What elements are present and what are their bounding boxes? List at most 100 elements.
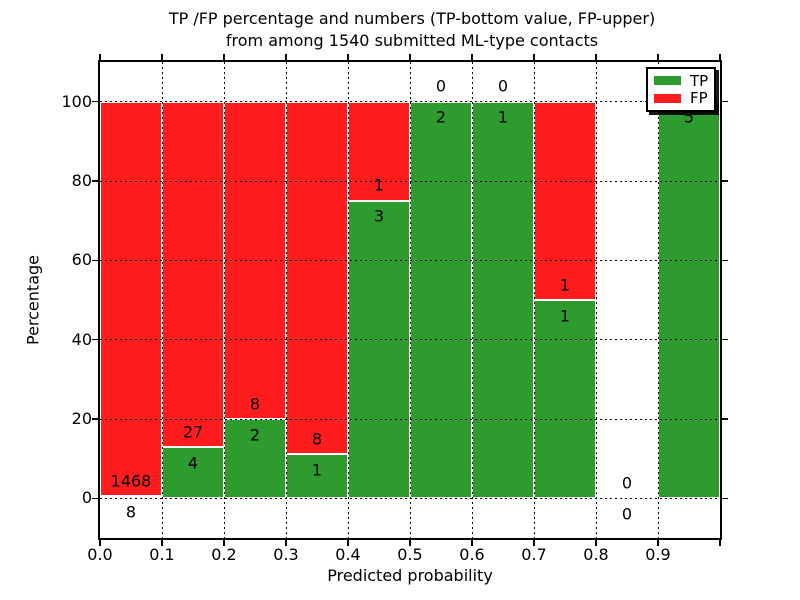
x-tick-mark bbox=[595, 540, 597, 546]
x-tick-mark bbox=[657, 540, 659, 546]
plot-area: TP FP 0.0 0.1 0.2 0.3 0.4 0.5 0.6 0.7 0.8 0.9 0 20 40… bbox=[61, 54, 728, 564]
bar-segment-fp bbox=[162, 101, 224, 448]
gridline-y bbox=[100, 101, 720, 103]
y-tick-mark bbox=[92, 259, 98, 262]
x-tick-label: 0.5 bbox=[397, 545, 423, 564]
y-tick-label: 80 bbox=[71, 171, 92, 190]
x-tick-label: 0.3 bbox=[273, 545, 299, 564]
gridline-x bbox=[409, 62, 411, 538]
annotation-fp-count: 0 bbox=[435, 76, 447, 96]
legend-swatch-fp bbox=[654, 93, 681, 103]
x-tick-mark-top bbox=[347, 54, 349, 60]
y-tick-mark bbox=[92, 418, 98, 420]
x-tick-label: 0.4 bbox=[335, 545, 361, 564]
x-axis-label: Predicted probability bbox=[327, 566, 493, 585]
bar-segment-fp bbox=[348, 101, 410, 201]
gridline-x bbox=[223, 62, 225, 538]
gridline-x bbox=[533, 62, 535, 538]
x-tick-mark-top bbox=[719, 54, 721, 60]
y-tick-mark-right bbox=[722, 100, 728, 103]
x-tick-label: 0.7 bbox=[521, 545, 547, 564]
gridline-x bbox=[471, 62, 473, 538]
x-tick-mark bbox=[347, 540, 349, 546]
legend-swatch-tp bbox=[654, 76, 681, 86]
y-tick-mark bbox=[92, 338, 98, 341]
bar-segment-tp bbox=[286, 454, 348, 499]
annotation-fp-count: 27 bbox=[182, 422, 204, 442]
annotation-tp-count: 3 bbox=[373, 206, 385, 226]
y-tick-label: 20 bbox=[71, 409, 92, 428]
gridline-x bbox=[347, 62, 349, 538]
bar-segment-fp bbox=[100, 101, 162, 497]
x-tick-label: 0.1 bbox=[149, 545, 175, 564]
annotation-tp-count: 2 bbox=[249, 425, 261, 444]
x-tick-mark-top bbox=[471, 54, 473, 60]
bar-segment-fp bbox=[286, 101, 348, 455]
x-tick-mark bbox=[533, 540, 535, 546]
x-tick-mark-top bbox=[161, 54, 163, 60]
annotation-tp-count: 5 bbox=[683, 107, 695, 127]
legend-entry-tp: TP bbox=[654, 73, 708, 89]
annotation-fp-count: 8 bbox=[249, 394, 261, 413]
gridline-x bbox=[595, 62, 597, 538]
gridline-x bbox=[657, 62, 659, 538]
bar-segment-tp bbox=[348, 200, 410, 499]
legend-label-tp: TP bbox=[690, 71, 709, 90]
annotation-fp-count: 0 bbox=[497, 76, 509, 96]
bar-segment-tp bbox=[224, 419, 286, 499]
x-tick-mark-top bbox=[285, 54, 287, 60]
annotation-tp-count: 1 bbox=[311, 460, 323, 480]
x-tick-mark bbox=[409, 540, 411, 546]
x-tick-mark bbox=[99, 540, 101, 546]
y-tick-mark bbox=[92, 497, 98, 500]
annotation-fp-count: 8 bbox=[311, 429, 323, 449]
gridline-x bbox=[285, 62, 287, 538]
y-tick-label: 40 bbox=[71, 329, 92, 349]
x-tick-label: 0.2 bbox=[211, 545, 237, 564]
x-tick-label: 0.6 bbox=[459, 545, 485, 564]
y-tick-mark-right bbox=[722, 338, 728, 341]
gridline-y bbox=[100, 339, 720, 341]
annotation-fp-count: 1 bbox=[559, 275, 571, 294]
x-tick-label: 0.0 bbox=[87, 545, 113, 564]
chart-title-line-2: from among 1540 submitted ML-type contac… bbox=[225, 31, 599, 50]
x-tick-mark bbox=[223, 540, 225, 546]
annotation-tp-count: 1 bbox=[559, 306, 571, 325]
annotation-tp-count: 1 bbox=[497, 107, 509, 127]
y-tick-mark-right bbox=[722, 418, 728, 420]
x-tick-mark-top bbox=[657, 54, 659, 60]
annotation-fp-count: 0 bbox=[621, 473, 633, 493]
y-tick-label: 60 bbox=[71, 250, 92, 270]
y-tick-mark-right bbox=[722, 497, 728, 500]
legend-box: TP FP bbox=[646, 67, 716, 112]
gridline-x bbox=[161, 62, 163, 538]
x-tick-mark bbox=[719, 540, 721, 546]
y-tick-mark-right bbox=[722, 180, 728, 182]
x-tick-mark-top bbox=[595, 54, 597, 60]
gridline-y bbox=[100, 259, 720, 261]
annotation-fp-count: 1468 bbox=[110, 471, 152, 491]
bar-segment-tp bbox=[658, 101, 720, 499]
y-tick-label: 100 bbox=[61, 91, 92, 111]
x-tick-mark bbox=[161, 540, 163, 546]
gridline-y bbox=[100, 418, 720, 420]
y-tick-mark-right bbox=[722, 259, 728, 262]
chart-title-line-1: TP /FP percentage and numbers (TP-bottom… bbox=[168, 9, 656, 28]
x-tick-mark-top bbox=[533, 54, 535, 60]
y-tick-mark bbox=[92, 180, 98, 182]
bar-segment-tp bbox=[534, 300, 596, 499]
legend-label-fp: FP bbox=[690, 89, 708, 108]
legend-entry-fp: FP bbox=[654, 90, 708, 106]
y-tick-label: 0 bbox=[81, 488, 92, 508]
annotation-fp-count: 1 bbox=[373, 175, 385, 195]
x-tick-mark bbox=[471, 540, 473, 546]
annotation-tp-count: 4 bbox=[187, 453, 199, 473]
gridline-y bbox=[100, 497, 720, 499]
x-tick-mark-top bbox=[99, 54, 101, 60]
x-tick-mark bbox=[285, 540, 287, 546]
bar-segment-tp bbox=[162, 447, 224, 499]
annotation-tp-count: 8 bbox=[125, 502, 137, 522]
y-tick-mark bbox=[92, 100, 98, 103]
gridline-y bbox=[100, 180, 720, 182]
